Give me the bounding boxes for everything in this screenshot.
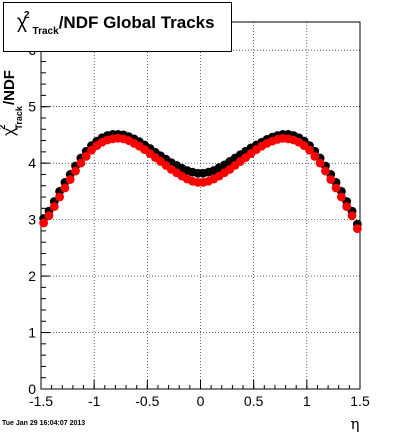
y-axis-label-sup: 2: [0, 125, 7, 130]
data-point: [76, 158, 86, 168]
data-point: [305, 145, 314, 155]
data-point: [55, 192, 65, 202]
data-point: [39, 218, 49, 228]
title-superscript: 2: [23, 10, 30, 21]
chart-title: χ2Track/NDF Global Tracks: [17, 10, 215, 37]
x-tick-label: -1: [88, 393, 101, 409]
x-tick-label: 0: [197, 393, 205, 409]
data-point: [331, 183, 341, 193]
title-subscript: Track: [32, 26, 59, 37]
title-box: χ2Track/NDF Global Tracks: [3, 2, 232, 52]
y-axis-label-symbol: χ: [1, 127, 18, 136]
y-tick-label: 2: [28, 268, 36, 284]
data-point: [60, 183, 70, 193]
y-tick-label: 4: [28, 155, 36, 171]
x-axis-label: η: [351, 415, 360, 433]
data-point: [310, 151, 320, 161]
title-text: /NDF Global Tracks: [58, 13, 215, 32]
y-tick-label: 1: [28, 325, 36, 341]
title-symbol: χ: [17, 12, 27, 33]
x-tick-label: 1.5: [350, 393, 370, 409]
data-point: [49, 202, 59, 212]
data-point: [336, 192, 346, 202]
y-axis-label-sub: Track: [14, 105, 24, 130]
svg-text:χ2Track/NDF: χ2 Track/NDF: [0, 70, 24, 136]
x-tick-label: 0.5: [244, 393, 264, 409]
data-point: [44, 211, 54, 221]
timestamp: Tue Jan 29 16:04:07 2013: [2, 420, 86, 427]
y-axis-label-text: /NDF: [1, 70, 18, 105]
data-series: [39, 129, 362, 234]
data-point: [347, 211, 357, 221]
data-point: [321, 166, 330, 176]
tick-labels: -1.5-1-0.500.511.50123456: [28, 42, 370, 409]
data-point: [342, 202, 352, 212]
y-tick-label: 3: [28, 212, 36, 228]
y-axis-label: χ2 Track/NDF: [0, 70, 24, 136]
data-point: [71, 166, 80, 176]
data-point: [315, 158, 325, 168]
data-point: [326, 175, 336, 184]
x-tick-label: 1: [303, 393, 311, 409]
y-tick-label: 0: [28, 381, 36, 397]
data-point: [65, 175, 75, 184]
data-point: [81, 151, 91, 161]
x-tick-label: -0.5: [135, 393, 159, 409]
y-tick-label: 5: [28, 99, 36, 115]
data-point: [352, 224, 362, 234]
x-tick-label: -1.5: [29, 393, 53, 409]
